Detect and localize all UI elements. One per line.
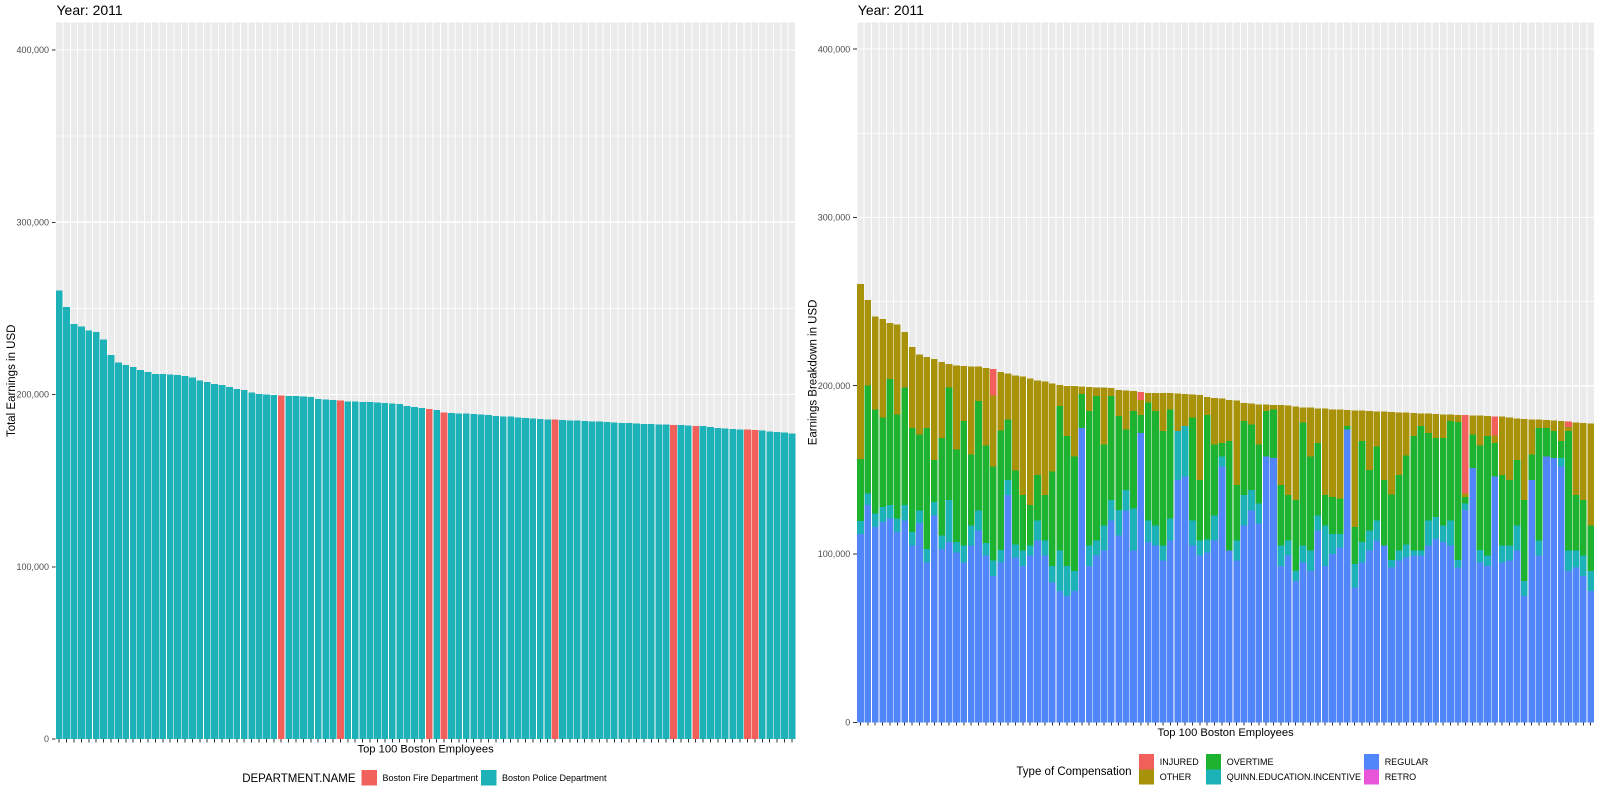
svg-text:Boston Fire Department: Boston Fire Department	[383, 773, 479, 783]
svg-text:RETRO: RETRO	[1385, 772, 1417, 782]
svg-text:Boston Police Department: Boston Police Department	[502, 773, 607, 783]
svg-text:100,000: 100,000	[16, 562, 49, 572]
svg-text:0: 0	[44, 734, 49, 744]
svg-text:200,000: 200,000	[818, 381, 851, 391]
svg-text:DEPARTMENT.NAME: DEPARTMENT.NAME	[242, 773, 356, 785]
svg-text:100,000: 100,000	[818, 549, 851, 559]
svg-text:Top 100 Boston Employees: Top 100 Boston Employees	[1157, 727, 1294, 739]
svg-text:REGULAR: REGULAR	[1385, 757, 1429, 767]
svg-text:Type of Compensation: Type of Compensation	[1016, 766, 1131, 778]
svg-text:300,000: 300,000	[818, 213, 851, 223]
svg-text:200,000: 200,000	[16, 390, 49, 400]
svg-text:OVERTIME: OVERTIME	[1227, 757, 1274, 767]
svg-text:Year: 2011: Year: 2011	[57, 2, 123, 18]
svg-text:400,000: 400,000	[818, 44, 851, 54]
svg-text:Top 100 Boston Employees: Top 100 Boston Employees	[357, 744, 494, 756]
svg-text:QUINN.EDUCATION.INCENTIVE: QUINN.EDUCATION.INCENTIVE	[1227, 772, 1361, 782]
svg-text:Year: 2011: Year: 2011	[858, 2, 924, 18]
svg-text:OTHER: OTHER	[1160, 772, 1192, 782]
svg-text:Earnings Breakdown in USD: Earnings Breakdown in USD	[807, 300, 819, 446]
svg-text:INJURED: INJURED	[1160, 757, 1200, 767]
svg-text:400,000: 400,000	[16, 45, 49, 55]
svg-text:Total Earnings in USD: Total Earnings in USD	[6, 325, 18, 438]
svg-text:0: 0	[845, 718, 850, 728]
svg-text:300,000: 300,000	[16, 217, 49, 227]
